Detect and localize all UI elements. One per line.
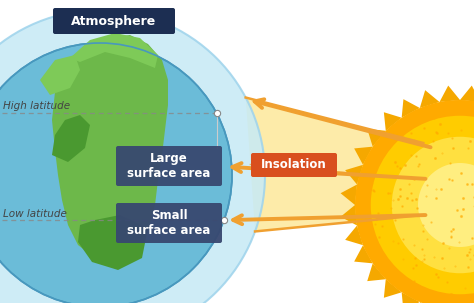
Polygon shape <box>439 85 460 102</box>
FancyBboxPatch shape <box>116 146 222 186</box>
Polygon shape <box>460 85 474 102</box>
Polygon shape <box>384 279 401 298</box>
Circle shape <box>392 137 474 273</box>
Circle shape <box>0 43 232 303</box>
Polygon shape <box>52 115 90 162</box>
Polygon shape <box>70 33 158 68</box>
Polygon shape <box>401 99 420 118</box>
Circle shape <box>355 100 474 303</box>
Text: Small
surface area: Small surface area <box>128 209 210 237</box>
Polygon shape <box>367 263 386 281</box>
Text: Insolation: Insolation <box>261 158 327 171</box>
Circle shape <box>418 163 474 247</box>
Polygon shape <box>354 147 373 165</box>
Text: Low latitude: Low latitude <box>3 209 67 219</box>
Polygon shape <box>384 112 401 131</box>
Circle shape <box>0 10 265 303</box>
FancyBboxPatch shape <box>251 153 337 177</box>
FancyBboxPatch shape <box>116 203 222 243</box>
Polygon shape <box>345 165 363 185</box>
Polygon shape <box>420 90 439 108</box>
Polygon shape <box>401 292 420 303</box>
Circle shape <box>371 116 474 294</box>
Polygon shape <box>420 302 439 303</box>
Text: Large
surface area: Large surface area <box>128 152 210 180</box>
Polygon shape <box>40 55 80 95</box>
Polygon shape <box>246 98 423 231</box>
Polygon shape <box>78 215 148 270</box>
Polygon shape <box>341 185 357 205</box>
Polygon shape <box>345 225 363 245</box>
FancyBboxPatch shape <box>53 8 175 34</box>
Text: Atmosphere: Atmosphere <box>72 15 156 28</box>
Text: High latitude: High latitude <box>3 101 70 111</box>
Polygon shape <box>367 129 386 147</box>
Polygon shape <box>354 245 373 263</box>
Polygon shape <box>341 205 357 225</box>
Polygon shape <box>52 35 168 262</box>
